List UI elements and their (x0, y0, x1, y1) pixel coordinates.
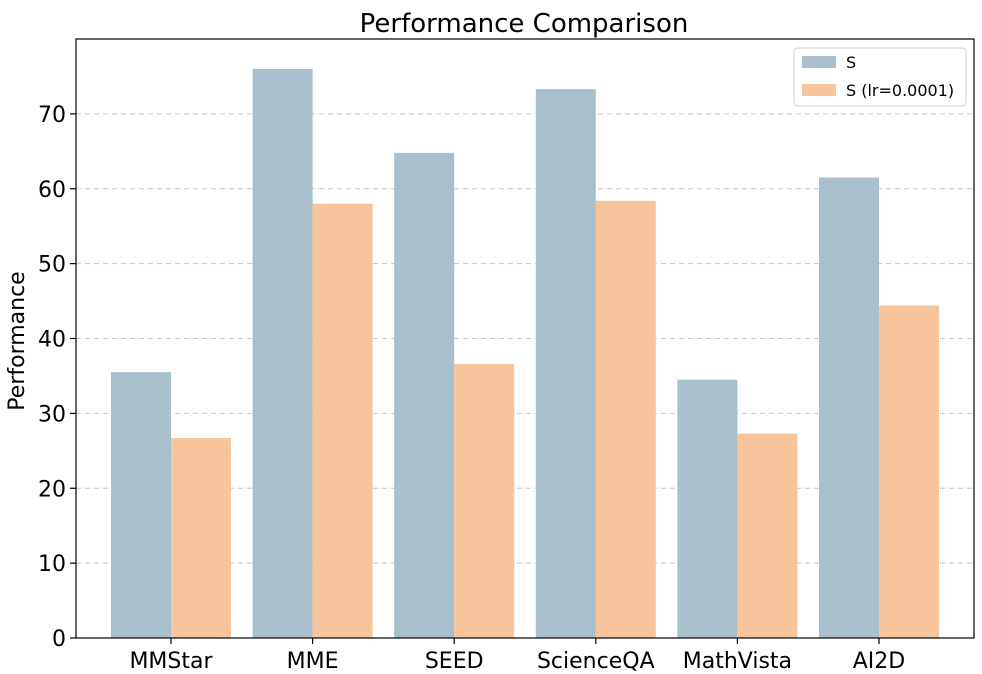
y-axis-label: Performance (5, 271, 30, 410)
y-tick-label: 30 (38, 402, 66, 427)
legend-label: S (lr=0.0001) (846, 81, 954, 100)
bar-scienceqa-series-1 (535, 89, 596, 638)
x-tick-label: AI2D (853, 649, 905, 674)
bar-mathvista-series-2 (737, 433, 798, 638)
y-tick-label: 70 (38, 103, 66, 128)
y-tick-label: 60 (38, 178, 66, 203)
bar-seed-series-1 (394, 152, 455, 638)
bar-ai2d-series-2 (879, 305, 939, 638)
y-tick-label: 40 (38, 328, 66, 353)
y-tick-label: 10 (38, 552, 66, 577)
x-tick-label: ScienceQA (537, 649, 655, 674)
x-tick-label: SEED (425, 649, 484, 674)
legend-swatch (802, 84, 836, 96)
bar-scienceqa-series-2 (595, 200, 656, 639)
bar-seed-series-2 (454, 363, 515, 638)
y-tick-label: 0 (52, 627, 66, 652)
bar-mathvista-series-1 (677, 379, 738, 638)
y-tick-label: 20 (38, 477, 66, 502)
legend-swatch (802, 56, 836, 68)
legend-label: S (846, 53, 856, 72)
legend-box (793, 47, 967, 107)
x-tick-label: MMStar (129, 649, 213, 674)
bar-mmstar-series-1 (111, 372, 171, 638)
bar-mme-series-2 (312, 203, 373, 638)
bars (111, 68, 939, 639)
bar-mmstar-series-2 (171, 438, 231, 638)
y-tick-label: 50 (38, 253, 66, 278)
bar-mme-series-1 (252, 68, 313, 638)
legend: S S (lr=0.0001) (793, 47, 967, 107)
y-axis-ticks: 0 10 20 30 40 50 60 70 (38, 103, 76, 652)
x-axis-ticks: MMStar MME SEED ScienceQA MathVista AI2D (129, 638, 905, 674)
x-tick-label: MME (287, 649, 339, 674)
chart-title: Performance Comparison (360, 9, 689, 39)
x-tick-label: MathVista (683, 649, 792, 674)
bar-ai2d-series-1 (819, 177, 879, 639)
